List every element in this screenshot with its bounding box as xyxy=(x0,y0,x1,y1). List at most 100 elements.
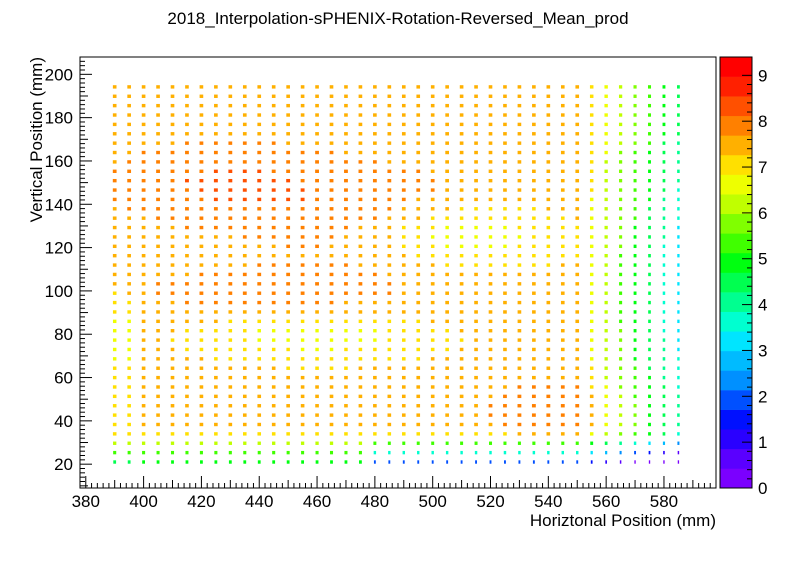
heatmap-cell xyxy=(677,375,680,380)
heatmap-cell xyxy=(286,188,291,192)
heatmap-cell xyxy=(214,310,218,314)
heatmap-cell xyxy=(445,197,449,202)
heatmap-cell xyxy=(329,347,334,352)
heatmap-cell xyxy=(648,357,651,361)
heatmap-cell xyxy=(228,404,233,408)
heatmap-cell xyxy=(300,235,305,239)
heatmap-cell xyxy=(619,319,623,324)
heatmap-cell xyxy=(358,197,363,202)
heatmap-cell xyxy=(401,282,406,286)
heatmap-cell xyxy=(185,244,189,249)
heatmap-cell xyxy=(547,450,550,455)
heatmap-cell xyxy=(170,103,175,108)
heatmap-cell xyxy=(315,404,319,408)
heatmap-cell xyxy=(430,291,435,295)
heatmap-cell xyxy=(271,422,276,427)
heatmap-cell xyxy=(300,347,305,352)
heatmap-cell xyxy=(315,357,319,361)
heatmap-cell xyxy=(185,197,189,202)
heatmap-cell xyxy=(633,385,637,389)
heatmap-cell xyxy=(430,150,435,155)
heatmap-cell xyxy=(677,188,680,192)
heatmap-cell xyxy=(156,460,160,464)
heatmap-cell xyxy=(185,347,189,352)
heatmap-cell xyxy=(560,319,565,324)
heatmap-cell xyxy=(300,432,305,436)
heatmap-cell xyxy=(474,225,478,230)
heatmap-cell xyxy=(286,141,291,145)
heatmap-cell xyxy=(604,441,608,445)
heatmap-cell xyxy=(228,366,233,370)
heatmap-cell xyxy=(286,319,290,324)
heatmap-cell xyxy=(560,150,565,155)
heatmap-cell xyxy=(474,422,478,427)
heatmap-cell xyxy=(575,319,580,324)
color-scale-band xyxy=(720,76,752,97)
heatmap-cell xyxy=(199,263,204,267)
heatmap-cell xyxy=(315,319,319,324)
heatmap-cell xyxy=(430,188,435,192)
heatmap-cell xyxy=(141,169,146,173)
heatmap-cell xyxy=(373,460,376,464)
heatmap-cell xyxy=(127,160,132,164)
heatmap-cell xyxy=(373,338,377,342)
heatmap-cell xyxy=(474,132,478,136)
heatmap-cell xyxy=(315,310,319,314)
heatmap-cell xyxy=(156,404,160,408)
heatmap-cell xyxy=(532,150,536,155)
heatmap-cell xyxy=(416,413,421,417)
heatmap-cell xyxy=(416,338,421,342)
heatmap-cell xyxy=(488,338,493,342)
heatmap-cell xyxy=(271,216,276,220)
heatmap-cell xyxy=(373,347,377,352)
heatmap-cell xyxy=(257,347,261,352)
heatmap-cell xyxy=(575,132,580,136)
heatmap-cell xyxy=(604,113,608,117)
heatmap-cell xyxy=(575,282,580,286)
heatmap-cell xyxy=(503,85,507,89)
heatmap-cell xyxy=(401,207,406,211)
heatmap-cell xyxy=(127,225,131,230)
heatmap-cell xyxy=(199,244,204,249)
heatmap-cell xyxy=(300,300,305,305)
heatmap-cell xyxy=(358,188,363,192)
z-tick-label: 9 xyxy=(758,66,767,85)
heatmap-cell xyxy=(662,207,666,211)
heatmap-cell xyxy=(185,132,189,136)
heatmap-cell xyxy=(170,329,175,333)
heatmap-cell xyxy=(344,160,348,164)
heatmap-cell xyxy=(474,432,478,436)
heatmap-cell xyxy=(141,253,146,258)
heatmap-cell xyxy=(271,347,276,352)
heatmap-cell xyxy=(228,244,233,249)
heatmap-cell xyxy=(300,329,305,333)
heatmap-cell xyxy=(560,291,565,295)
heatmap-cell xyxy=(242,132,247,136)
heatmap-cell xyxy=(589,282,594,286)
heatmap-cell xyxy=(677,357,680,361)
heatmap-cell xyxy=(445,178,450,183)
heatmap-cell xyxy=(127,319,131,324)
heatmap-cell xyxy=(228,141,233,145)
heatmap-cell xyxy=(257,235,262,239)
heatmap-cell xyxy=(214,263,218,267)
heatmap-cell xyxy=(112,385,117,389)
heatmap-cell xyxy=(605,460,607,464)
heatmap-cell xyxy=(329,207,334,211)
heatmap-cell xyxy=(257,404,262,408)
heatmap-cell xyxy=(228,235,233,239)
heatmap-cell xyxy=(459,404,464,408)
heatmap-cell xyxy=(503,235,507,239)
heatmap-cell xyxy=(619,207,623,211)
heatmap-cell xyxy=(286,235,291,239)
heatmap-cell xyxy=(358,253,363,258)
heatmap-cell xyxy=(387,94,392,98)
color-scale-frame xyxy=(719,56,753,489)
heatmap-cell xyxy=(430,422,435,427)
heatmap-cell xyxy=(170,300,175,305)
heatmap-cell xyxy=(213,282,218,286)
heatmap-cell xyxy=(604,357,608,361)
heatmap-cell xyxy=(286,94,290,98)
heatmap-cell xyxy=(271,235,276,239)
heatmap-cell xyxy=(315,422,319,427)
